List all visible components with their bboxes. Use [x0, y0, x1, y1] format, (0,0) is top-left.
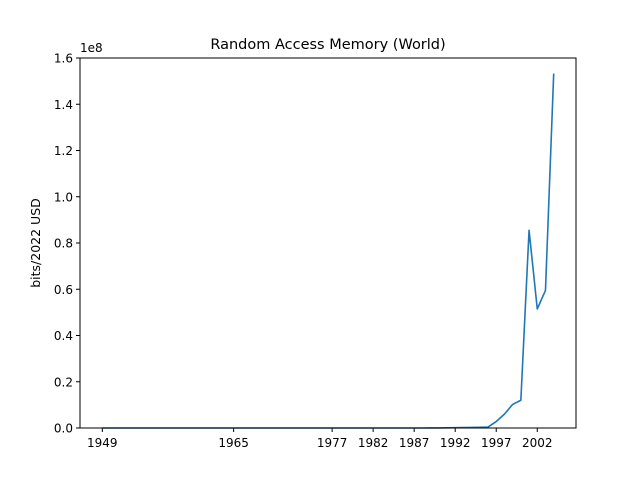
y-tick-label: 1.2 [54, 144, 73, 158]
x-tick-label: 2002 [522, 436, 553, 450]
y-tick-label: 1.6 [54, 52, 73, 66]
y-tick-label: 1.4 [54, 98, 73, 112]
x-tick-label: 1982 [358, 436, 389, 450]
y-tick-label: 0.6 [54, 283, 73, 297]
y-axis: 0.0 0.2 0.4 0.6 0.8 1.0 1.2 1.4 1.6 [54, 52, 80, 436]
x-tick-label: 1992 [440, 436, 471, 450]
x-tick-label: 1997 [481, 436, 512, 450]
plot-frame [79, 57, 577, 429]
x-tick-label: 1965 [218, 436, 249, 450]
x-tick-label: 1949 [87, 436, 118, 450]
chart-title: Random Access Memory (World) [210, 37, 445, 53]
x-tick-label: 1987 [399, 436, 430, 450]
y-tick-label: 1.0 [54, 190, 73, 204]
y-offset-label: 1e8 [80, 41, 103, 55]
y-tick-label: 0.4 [54, 329, 73, 343]
y-axis-label: bits/2022 USD [28, 198, 43, 288]
y-tick-label: 0.2 [54, 375, 73, 389]
x-tick-label: 1977 [317, 436, 348, 450]
y-tick-label: 0.0 [54, 422, 73, 436]
x-axis: 1949 1965 1977 1982 1987 1992 1997 2002 [87, 428, 553, 450]
y-tick-label: 0.8 [54, 237, 73, 251]
